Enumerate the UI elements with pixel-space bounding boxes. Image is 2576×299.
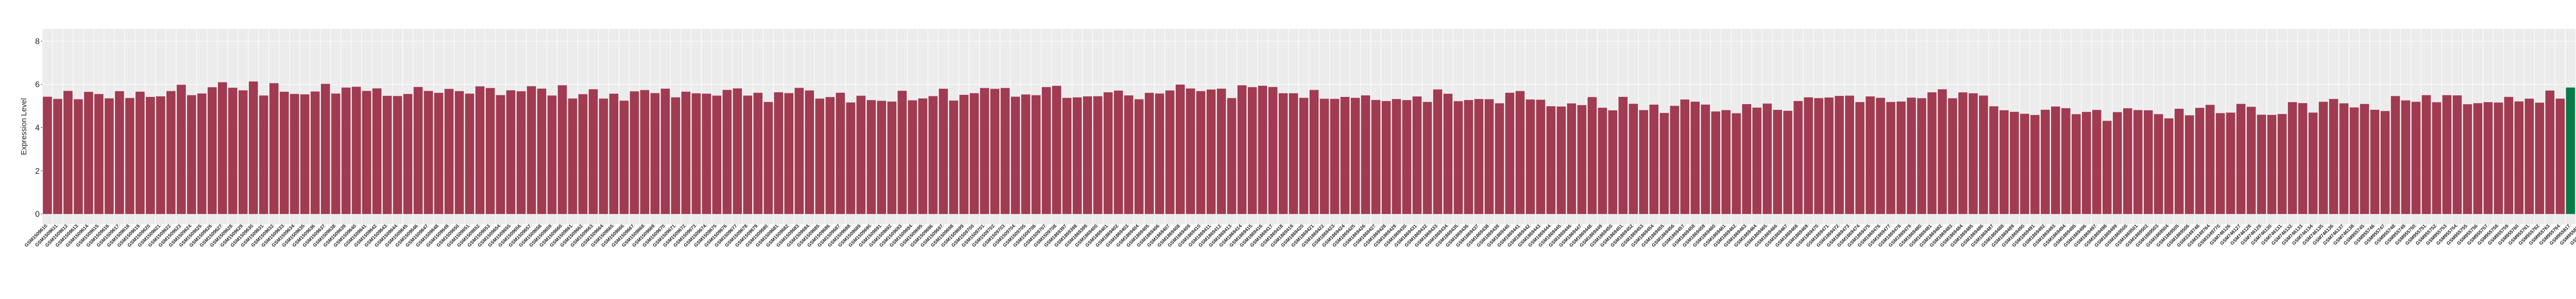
svg-text:6: 6	[35, 80, 40, 89]
svg-text:2: 2	[35, 167, 40, 176]
svg-text:8: 8	[35, 37, 40, 46]
svg-text:4: 4	[35, 124, 40, 132]
svg-text:0: 0	[35, 210, 40, 219]
svg-text:Expression Level: Expression Level	[20, 98, 28, 155]
